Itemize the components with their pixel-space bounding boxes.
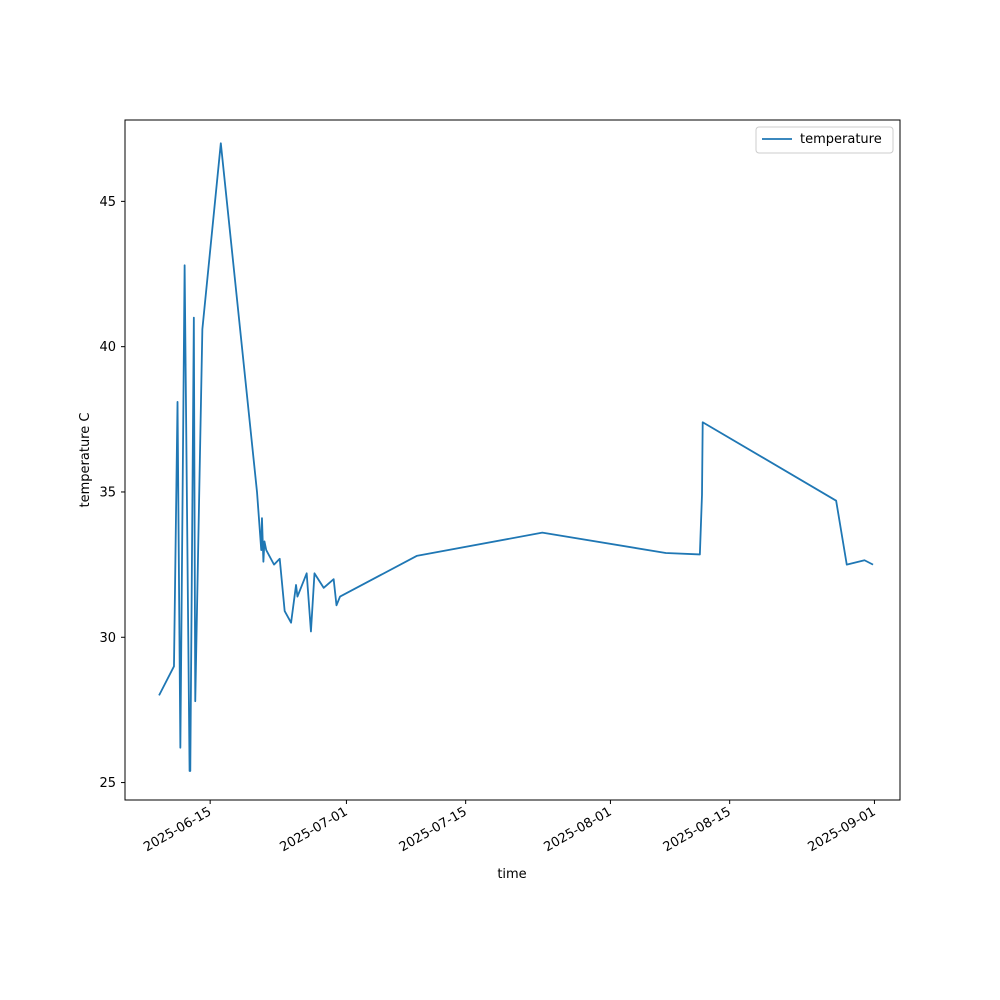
legend-box (755, 126, 894, 154)
temperature-series-line (158, 142, 874, 772)
y-tick-label: 30 (99, 631, 116, 646)
x-tick-label: 2025-07-01 (277, 804, 350, 855)
y-tick-label: 25 (99, 776, 116, 791)
x-tick-label: 2025-08-01 (542, 804, 615, 855)
legend: temperature (755, 126, 894, 154)
legend-label-temperature: temperature (800, 132, 882, 147)
x-tick-label: 2025-08-15 (661, 804, 734, 855)
x-tick-label: 2025-06-15 (141, 804, 214, 855)
y-tick-label: 45 (99, 195, 116, 210)
y-tick-label: 35 (99, 485, 116, 500)
x-tick-label: 2025-09-01 (806, 804, 879, 855)
y-axis-ticks: 25 30 35 40 45 (99, 195, 125, 791)
temperature-series-points (158, 143, 874, 772)
x-axis-label: time (497, 867, 526, 882)
plot-area (158, 142, 874, 772)
plot-frame (124, 119, 901, 801)
x-tick-label: 2025-07-15 (397, 804, 470, 855)
y-axis-label: temperature C (78, 413, 93, 508)
y-tick-label: 40 (99, 340, 116, 355)
x-axis-ticks: 2025-06-15 2025-07-01 2025-07-15 2025-08-01… (141, 800, 878, 855)
